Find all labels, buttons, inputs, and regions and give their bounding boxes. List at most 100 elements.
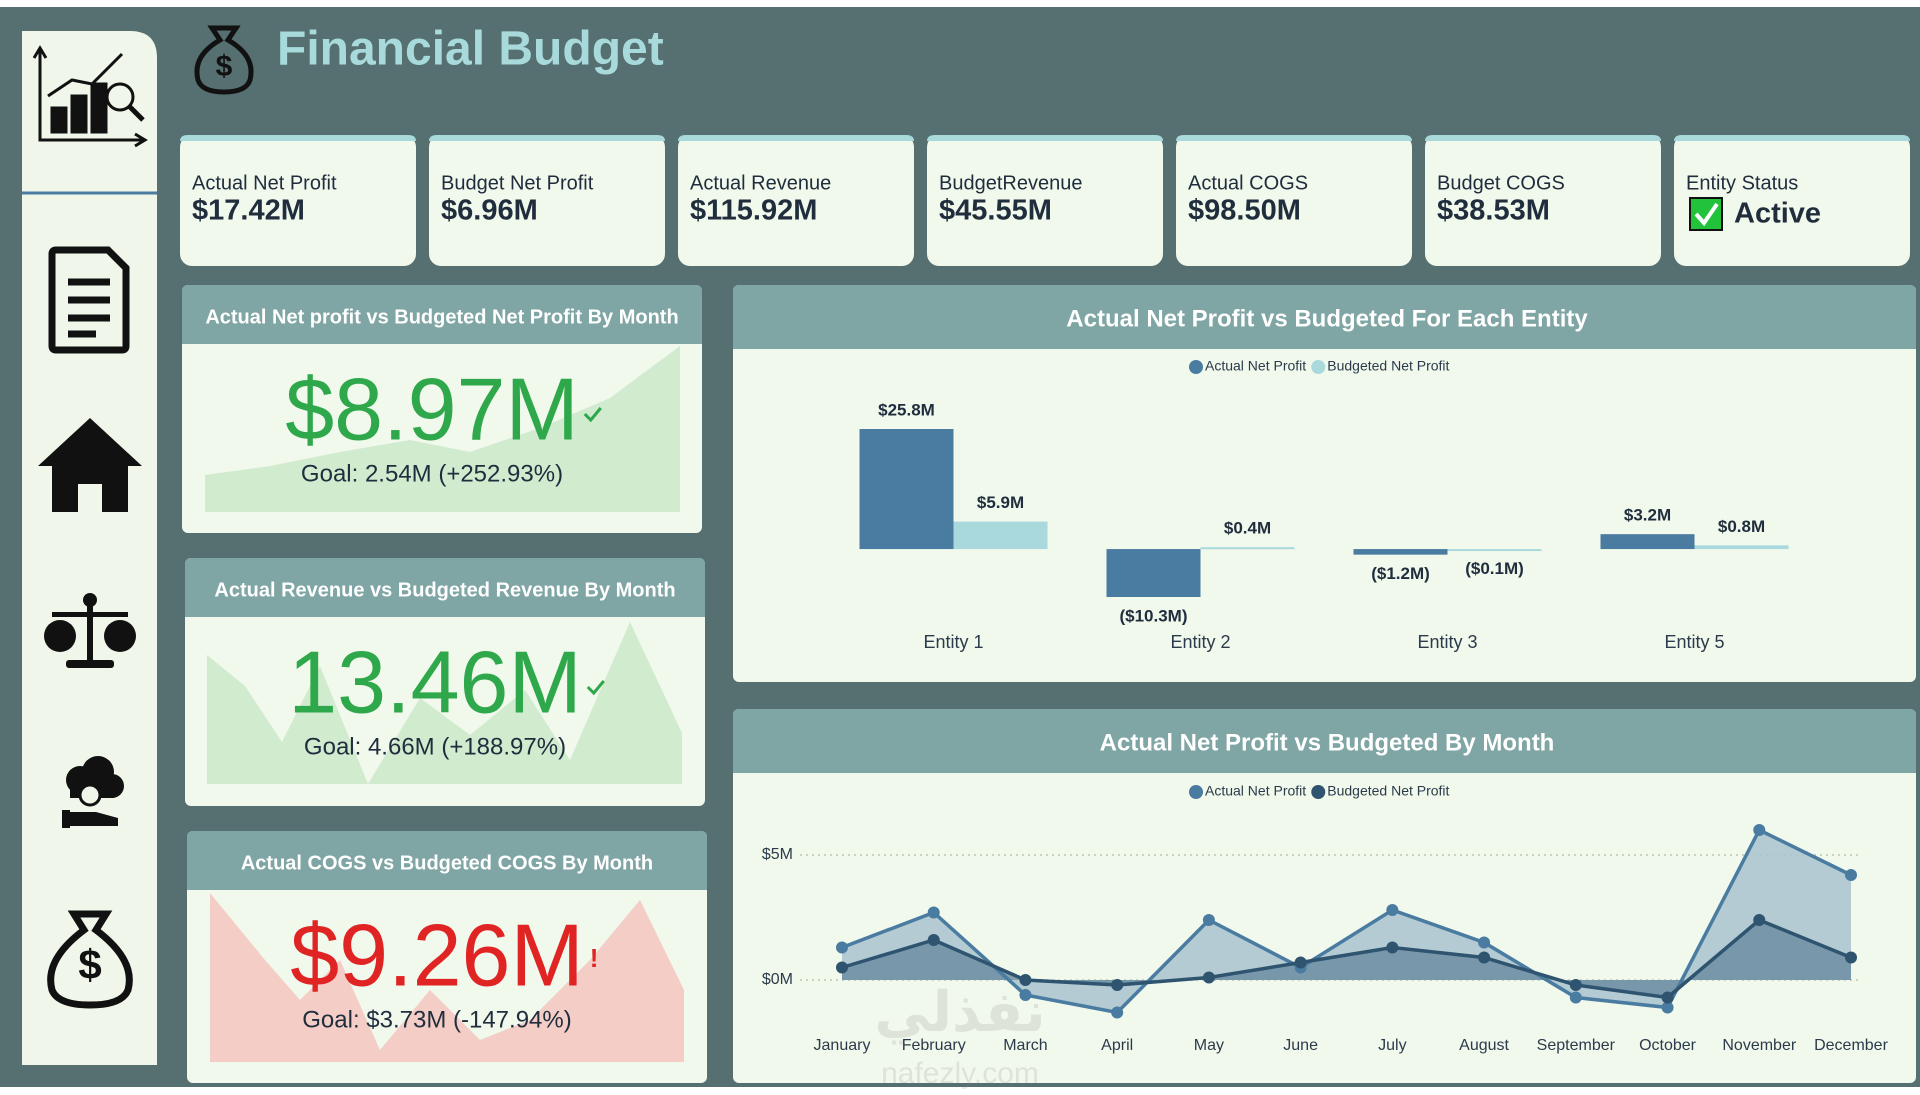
money-bag-icon: $ — [47, 910, 133, 1009]
home-icon — [38, 418, 142, 512]
goal-text: Goal: $3.73M (-147.94%) — [302, 1006, 571, 1033]
metric-cards: Actual Net profit vs Budgeted Net Profit… — [182, 285, 707, 1083]
point — [1478, 936, 1491, 949]
logo-icon — [32, 45, 148, 148]
point — [1661, 991, 1674, 1004]
metric-value: $8.97M — [285, 359, 579, 458]
kpi-value: $6.96M — [441, 195, 538, 227]
check-mark — [1694, 202, 1719, 227]
legend-marker — [1311, 360, 1326, 374]
x-tick-label: August — [1459, 1037, 1509, 1054]
data-label: $0.4M — [1224, 519, 1271, 538]
svg-text:$: $ — [216, 50, 233, 83]
scale-icon — [44, 593, 136, 668]
point — [1202, 971, 1215, 984]
kpi-accent — [180, 135, 416, 141]
point — [1111, 979, 1124, 991]
kpi-row: Actual Net Profit$17.42M Budget Net Profi… — [180, 135, 1910, 266]
legend-marker — [1189, 360, 1203, 374]
data-label: ($1.2M) — [1371, 564, 1430, 583]
point — [1845, 951, 1857, 964]
kpi-label: BudgetRevenue — [939, 172, 1082, 194]
legend-label: Budgeted Net Profit — [1327, 783, 1449, 799]
x-tick-label: May — [1194, 1037, 1224, 1054]
title-icon: $ — [194, 25, 254, 95]
page-title: Financial Budget — [277, 23, 664, 76]
kpi-accent — [1425, 135, 1661, 141]
x-tick-label: June — [1283, 1037, 1318, 1054]
x-tick-label: Entity 3 — [1417, 632, 1477, 652]
watermark: نفذلي — [874, 980, 1045, 1045]
status-check — [1689, 197, 1723, 231]
bar-chart: Actual Net Profit Budgeted Net Profit Enti… — [859, 358, 1789, 652]
legend-marker — [1311, 785, 1326, 799]
kpi-accent — [927, 135, 1163, 141]
metric-card-header — [187, 831, 707, 890]
kpi-accent — [678, 135, 914, 141]
bar — [1106, 549, 1201, 597]
y-tick-label: $0M — [762, 971, 793, 988]
x-tick-label: January — [814, 1037, 871, 1054]
bar — [1353, 549, 1448, 555]
sidebar — [22, 31, 157, 1065]
point — [1386, 941, 1399, 954]
status-indicator: ! — [590, 943, 599, 973]
kpi-label: Entity Status — [1686, 172, 1798, 194]
kpi-value: $17.42M — [192, 195, 305, 227]
x-tick-label: September — [1537, 1037, 1616, 1054]
metric-value: $9.26M — [290, 905, 584, 1004]
kpi-card — [927, 135, 1163, 266]
x-tick-label: April — [1101, 1037, 1133, 1054]
bar — [953, 521, 1048, 550]
goal-text: Goal: 4.66M (+188.97%) — [304, 733, 566, 760]
kpi-card — [1176, 135, 1412, 266]
metric-card-title: Actual COGS vs Budgeted COGS By Month — [241, 852, 653, 874]
point — [836, 941, 848, 954]
legend-label: Actual Net Profit — [1205, 783, 1306, 799]
bar — [859, 429, 954, 550]
y-tick-label: $5M — [762, 846, 793, 863]
metric-card-title: Actual Net profit vs Budgeted Net Profit… — [205, 306, 678, 328]
point — [1569, 979, 1582, 991]
metric-card-title: Actual Revenue vs Budgeted Revenue By Mo… — [214, 579, 675, 601]
kpi-accent — [429, 135, 665, 141]
kpi-label: Budget Net Profit — [441, 172, 594, 194]
bar — [1200, 547, 1295, 550]
legend-label: Budgeted Net Profit — [1327, 358, 1449, 374]
data-label: $5.9M — [977, 493, 1024, 512]
kpi-label: Actual Net Profit — [192, 172, 337, 194]
metric-card-header — [182, 285, 702, 344]
x-tick-label: November — [1722, 1037, 1796, 1054]
point — [1478, 951, 1491, 964]
metric-value: 13.46M — [288, 632, 582, 731]
kpi-value: $38.53M — [1437, 195, 1550, 227]
data-label: ($10.3M) — [1119, 606, 1187, 625]
x-tick-label: December — [1814, 1037, 1888, 1054]
kpi-accent — [1176, 135, 1412, 141]
x-tick-label: Entity 5 — [1664, 632, 1724, 652]
chart-header — [733, 709, 1916, 773]
x-tick-label: Entity 2 — [1170, 632, 1230, 652]
bar — [1600, 534, 1695, 550]
data-label: $25.8M — [878, 400, 935, 419]
data-label: ($0.1M) — [1465, 559, 1524, 578]
point — [1111, 1006, 1124, 1019]
x-tick-label: February — [902, 1037, 966, 1054]
line — [841, 917, 1852, 1000]
sparkline-area — [210, 893, 684, 1062]
point — [1569, 991, 1582, 1004]
bar — [1694, 545, 1789, 550]
data-label: $3.2M — [1624, 506, 1671, 525]
point — [1845, 869, 1857, 881]
x-tick-label: July — [1378, 1037, 1406, 1054]
kpi-value: $115.92M — [690, 195, 817, 227]
legend-label: Actual Net Profit — [1205, 358, 1306, 374]
point — [1294, 956, 1307, 969]
data-label: $0.8M — [1718, 517, 1765, 536]
x-tick-label: March — [1003, 1037, 1047, 1054]
kpi-label: Budget COGS — [1437, 172, 1565, 194]
chart-title: Actual Net Profit vs Budgeted By Month — [1100, 729, 1555, 756]
point — [1753, 914, 1766, 926]
kpi-value: $98.50M — [1188, 195, 1301, 227]
